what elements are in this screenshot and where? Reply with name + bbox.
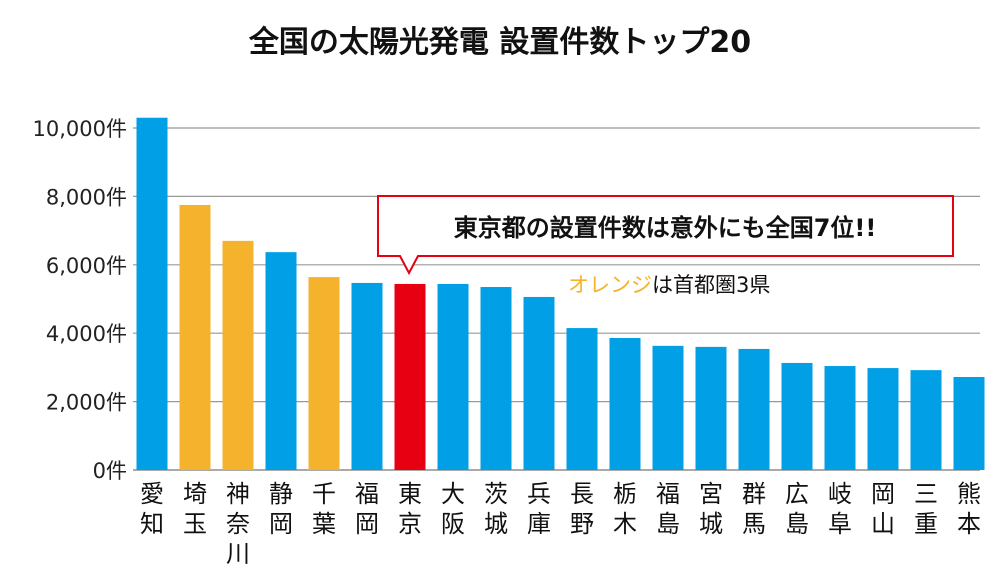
bar-群馬 bbox=[738, 348, 770, 470]
x-category-label: 愛知 bbox=[140, 480, 164, 538]
x-category-char: 長 bbox=[570, 480, 594, 508]
bar-長野 bbox=[566, 328, 598, 470]
x-category-char: 熊 bbox=[957, 480, 981, 508]
bar-福島 bbox=[652, 345, 684, 470]
bar-東京 bbox=[394, 283, 426, 470]
x-category-char: 本 bbox=[957, 510, 981, 538]
y-tick-label: 6,000件 bbox=[46, 254, 127, 278]
x-category-label: 兵庫 bbox=[527, 480, 551, 538]
callout: 東京都の設置件数は意外にも全国7位!! bbox=[377, 195, 954, 276]
color-note-rest: は首都圏3県 bbox=[652, 273, 770, 297]
x-category-char: 大 bbox=[441, 480, 465, 508]
x-category-char: 玉 bbox=[183, 510, 207, 538]
bar-岡山 bbox=[867, 368, 899, 470]
y-tick-label: 2,000件 bbox=[46, 391, 127, 415]
x-category-label: 栃木 bbox=[613, 480, 637, 538]
bar-三重 bbox=[910, 370, 942, 470]
color-note-highlight: オレンジ bbox=[568, 273, 652, 297]
x-category-label: 福岡 bbox=[355, 480, 379, 538]
x-category-char: 阪 bbox=[441, 510, 465, 538]
x-category-label: 茨城 bbox=[484, 480, 508, 538]
x-category-char: 千 bbox=[312, 480, 336, 508]
x-category-char: 三 bbox=[914, 480, 938, 508]
x-category-char: 京 bbox=[398, 510, 422, 538]
x-category-label: 群馬 bbox=[742, 480, 766, 538]
x-category-char: 馬 bbox=[742, 510, 766, 538]
x-category-char: 静 bbox=[269, 480, 293, 508]
x-category-label: 千葉 bbox=[312, 480, 336, 538]
x-category-char: 福 bbox=[355, 480, 379, 508]
callout-text: 東京都の設置件数は意外にも全国7位!! bbox=[454, 214, 877, 242]
bar-岐阜 bbox=[824, 366, 856, 470]
x-category-char: 岡 bbox=[871, 480, 895, 508]
x-category-char: 兵 bbox=[527, 480, 551, 508]
color-note: オレンジは首都圏3県 bbox=[568, 273, 770, 297]
x-category-char: 神 bbox=[226, 480, 250, 508]
x-category-label: 長野 bbox=[570, 480, 594, 538]
x-category-char: 阜 bbox=[828, 510, 852, 538]
x-category-char: 木 bbox=[613, 510, 637, 538]
bar-埼玉 bbox=[179, 204, 211, 470]
x-category-char: 宮 bbox=[699, 480, 723, 508]
x-category-label: 熊本 bbox=[957, 480, 981, 538]
x-category-label: 岡山 bbox=[871, 480, 895, 538]
x-category-char: 葉 bbox=[312, 510, 336, 538]
x-category-char: 知 bbox=[140, 510, 164, 538]
bar-静岡 bbox=[265, 252, 297, 470]
x-category-char: 栃 bbox=[613, 480, 637, 508]
x-category-label: 宮城 bbox=[699, 480, 723, 538]
x-category-char: 茨 bbox=[484, 480, 508, 508]
x-category-label: 静岡 bbox=[269, 480, 293, 538]
x-category-label: 東京 bbox=[398, 480, 422, 538]
callout-box bbox=[377, 195, 954, 276]
bar-福岡 bbox=[351, 282, 383, 470]
x-category-label: 広島 bbox=[785, 480, 809, 538]
x-category-char: 福 bbox=[656, 480, 680, 508]
x-category-char: 島 bbox=[656, 510, 680, 538]
x-category-char: 野 bbox=[570, 510, 594, 538]
x-category-char: 広 bbox=[785, 480, 809, 508]
x-category-label: 福島 bbox=[656, 480, 680, 538]
x-category-char: 川 bbox=[226, 540, 250, 568]
bar-神奈川 bbox=[222, 240, 254, 470]
bar-茨城 bbox=[480, 287, 512, 470]
bar-熊本 bbox=[953, 376, 985, 470]
x-category-char: 庫 bbox=[527, 510, 551, 538]
x-category-char: 城 bbox=[484, 510, 508, 538]
x-category-label: 三重 bbox=[914, 480, 938, 538]
y-tick-label: 8,000件 bbox=[46, 185, 127, 209]
x-category-char: 愛 bbox=[140, 480, 164, 508]
bar-栃木 bbox=[609, 337, 641, 470]
x-category-label: 岐阜 bbox=[828, 480, 852, 538]
x-category-char: 群 bbox=[742, 480, 766, 508]
x-category-char: 重 bbox=[914, 510, 938, 538]
chart-title: 全国の太陽光発電 設置件数トップ20 bbox=[248, 25, 751, 60]
y-tick-label: 0件 bbox=[93, 459, 127, 483]
x-category-char: 岐 bbox=[828, 480, 852, 508]
x-category-char: 奈 bbox=[226, 510, 250, 538]
x-category-char: 埼 bbox=[183, 480, 207, 508]
x-category-char: 山 bbox=[871, 510, 895, 538]
bar-宮城 bbox=[695, 346, 727, 470]
x-category-char: 岡 bbox=[269, 510, 293, 538]
x-category-char: 島 bbox=[785, 510, 809, 538]
bar-愛知 bbox=[136, 117, 168, 471]
x-category-char: 東 bbox=[398, 480, 422, 508]
bar-兵庫 bbox=[523, 296, 555, 470]
y-tick-label: 4,000件 bbox=[46, 322, 127, 346]
x-category-char: 城 bbox=[699, 510, 723, 538]
x-category-label: 神奈川 bbox=[226, 480, 250, 568]
y-tick-label: 10,000件 bbox=[33, 117, 127, 141]
x-category-char: 岡 bbox=[355, 510, 379, 538]
bar-大阪 bbox=[437, 283, 469, 470]
x-category-label: 埼玉 bbox=[183, 480, 207, 538]
x-category-label: 大阪 bbox=[441, 480, 465, 538]
bar-広島 bbox=[781, 362, 813, 470]
bar-千葉 bbox=[308, 277, 340, 470]
